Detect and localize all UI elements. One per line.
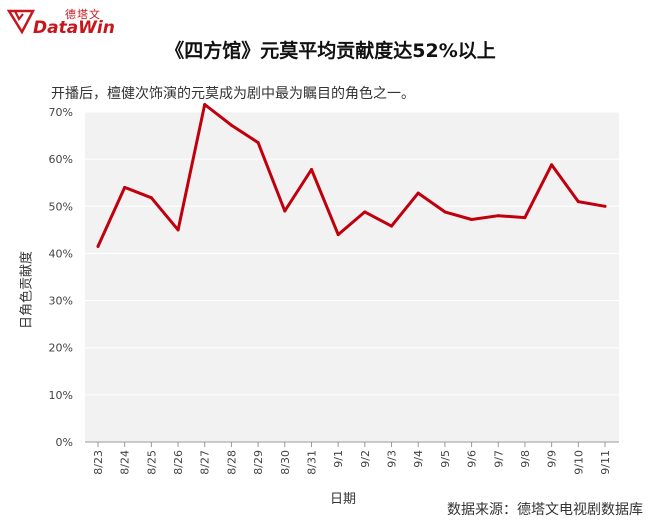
x-tick-label: 9/1 [332,450,345,468]
x-tick-label: 9/2 [359,450,372,468]
y-tick-label: 30% [49,295,73,308]
y-tick-label: 0% [56,436,73,449]
y-tick-label: 40% [49,247,73,260]
x-tick-label: 8/28 [225,450,238,475]
data-point [229,123,233,127]
x-tick-label: 9/9 [546,450,559,468]
data-point [416,191,420,195]
datawin-logo-icon [6,9,36,35]
x-tick-label: 8/24 [119,450,132,475]
data-point [256,141,260,145]
x-tick-label: 9/10 [572,450,585,475]
x-tick-label: 8/29 [252,450,265,475]
x-tick-label: 8/23 [92,450,105,475]
data-point [363,210,367,214]
data-point [523,216,527,220]
data-point [390,224,394,228]
logo-chinese-text: 德塔文 [65,8,101,21]
data-point [470,217,474,221]
data-point [123,185,127,189]
x-tick-label: 9/7 [492,450,505,468]
y-tick-label: 50% [49,200,73,213]
data-point [443,210,447,214]
x-tick-label: 8/27 [199,450,212,475]
x-tick-label: 9/6 [466,450,479,468]
y-tick-label: 10% [49,389,73,402]
data-point [336,233,340,237]
x-tick-label: 9/3 [386,450,399,468]
data-point [176,228,180,232]
x-tick-label: 8/30 [279,450,292,475]
y-tick-label: 20% [49,342,73,355]
data-point [149,196,153,200]
data-point [576,200,580,204]
x-tick-label: 9/5 [439,450,452,468]
data-point [550,163,554,167]
data-source: 数据来源：德塔文电视剧数据库 [447,502,643,518]
data-point [603,204,607,208]
x-tick-label: 8/31 [305,450,318,475]
data-point [203,102,207,106]
chart-subtitle: 开播后，檀健次饰演的元莫成为剧中最为瞩目的角色之一。 [51,86,415,102]
datawin-logo: 德塔文 DataWin [6,6,126,40]
y-tick-label: 70% [49,106,73,119]
data-point [96,244,100,248]
plot-area [85,112,619,442]
x-tick-label: 9/4 [412,450,425,468]
x-tick-label: 8/25 [145,450,158,475]
series-line [96,103,607,248]
y-tick-label: 60% [49,153,73,166]
x-tick-label: 9/8 [519,450,532,468]
x-tick-label: 9/11 [599,450,612,475]
data-point [283,209,287,213]
logo-english-text: DataWin [33,18,115,38]
data-point [309,168,313,172]
data-point [496,214,500,218]
x-axis-label: 日期 [329,492,357,507]
chart-title: 《四方馆》元莫平均贡献度达52%以上 [165,40,496,62]
y-axis-label: 日角色贡献度 [19,250,35,330]
x-tick-label: 8/26 [172,450,185,475]
